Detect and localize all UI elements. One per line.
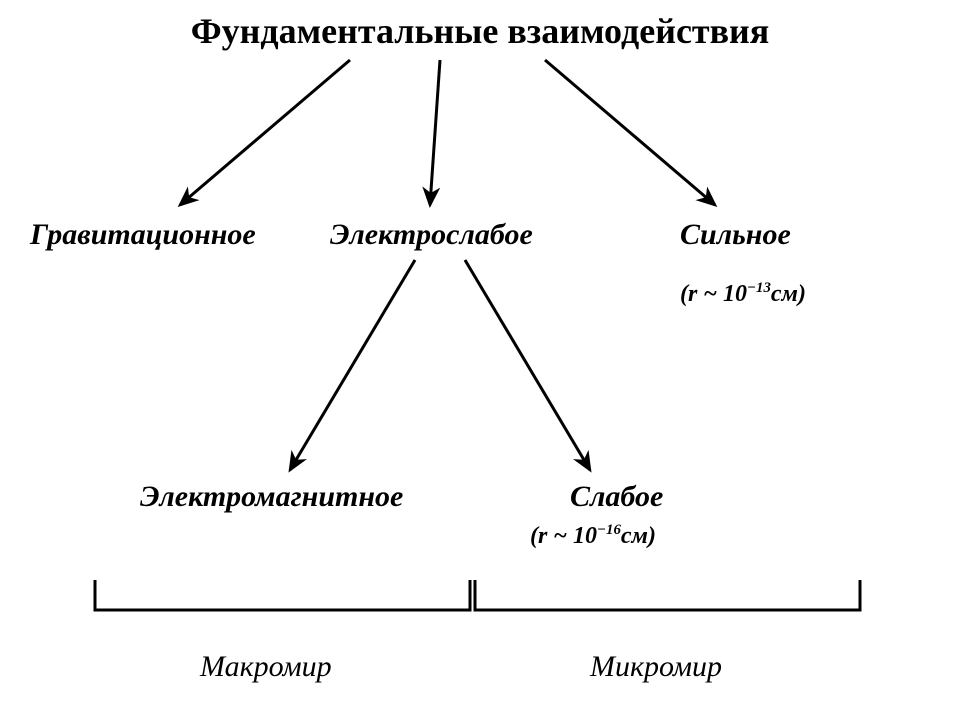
edge-title-gravitational [180,60,350,205]
weak-note-exp: −16 [597,522,621,538]
node-weak-note: (r ~ 10−16см) [530,522,656,550]
node-strong-note: (r ~ 10−13см) [680,280,806,308]
node-gravitational: Гравитационное [30,218,256,252]
weak-note-suffix: см) [621,523,656,549]
edge-electroweak-weak [465,260,590,470]
diagram-title: Фундаментальные взаимодействия [0,10,960,52]
weak-note-prefix: (r ~ 10 [530,523,597,549]
arrows-layer [0,0,960,720]
strong-note-prefix: (r ~ 10 [680,281,747,307]
label-microworld: Микромир [590,650,722,684]
strong-note-exp: −13 [747,280,771,296]
strong-note-suffix: см) [771,281,806,307]
label-macroworld: Макромир [200,650,332,684]
edge-title-strong [545,60,715,205]
node-electromagnetic: Электромагнитное [140,480,403,514]
edge-title-electroweak [430,60,440,205]
node-weak: Слабое [570,480,663,514]
edge-electroweak-em [290,260,415,470]
node-electroweak: Электрослабое [330,218,533,252]
bracket-microworld [475,580,860,610]
bracket-macroworld [95,580,470,610]
node-strong: Сильное [680,218,791,252]
diagram-stage: Фундаментальные взаимодействия Гравитаци… [0,0,960,720]
